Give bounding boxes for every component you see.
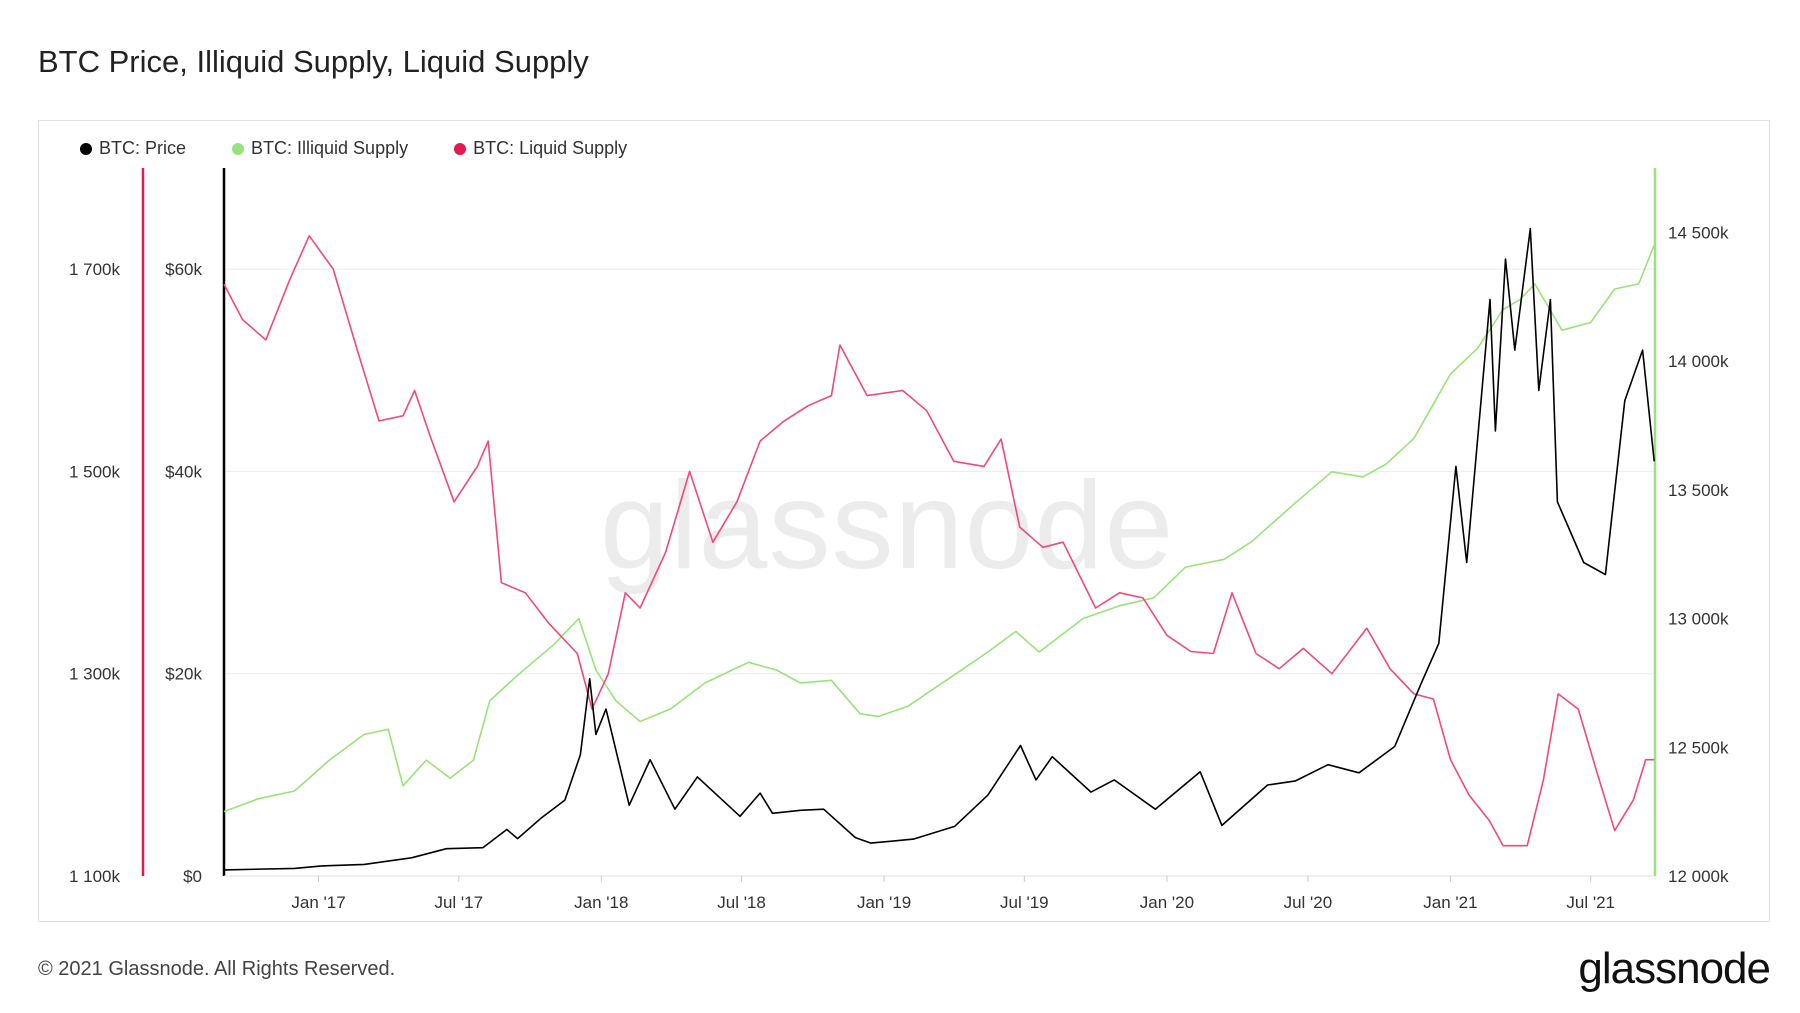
x-tick-label: Jan '18: [574, 893, 628, 912]
x-tick-label: Jan '17: [291, 893, 345, 912]
price-tick-label: $20k: [165, 665, 202, 684]
illiquid-tick-label: 14 000k: [1668, 352, 1729, 371]
liquid-tick-label: 1 100k: [69, 867, 121, 886]
illiquid-tick-label: 14 500k: [1668, 223, 1729, 242]
liquid-tick-label: 1 500k: [69, 462, 121, 481]
series-lines: [223, 227, 1655, 871]
liquid-tick-label: 1 300k: [69, 665, 121, 684]
x-tick-label: Jul '21: [1566, 893, 1615, 912]
legend-dot-illiquid: [232, 142, 245, 155]
legend-label-price: BTC: Price: [99, 138, 187, 158]
illiquid-tick-label: 13 000k: [1668, 610, 1729, 629]
illiquid-tick-label: 12 000k: [1668, 867, 1729, 886]
chart-frame: [38, 120, 1770, 922]
legend-dot-liquid: [454, 142, 467, 155]
legend-label-illiquid: BTC: Illiquid Supply: [251, 138, 409, 158]
price-tick-label: $60k: [165, 260, 202, 279]
x-tick-label: Jan '21: [1423, 893, 1477, 912]
axes: [141, 168, 1657, 877]
legend-label-liquid: BTC: Liquid Supply: [473, 138, 628, 158]
gridlines: [224, 268, 1655, 675]
copyright-text: © 2021 Glassnode. All Rights Reserved.: [38, 958, 396, 980]
price-line: [223, 227, 1655, 871]
legend-item-liquid[interactable]: BTC: Liquid Supply: [454, 138, 627, 159]
x-tick-label: Jul '19: [1000, 893, 1049, 912]
legend-item-illiquid[interactable]: BTC: Illiquid Supply: [232, 138, 408, 159]
tick-labels: 1 100k 1 300k 1 500k 1 700k $0 $20k $40k $60k 12…: [69, 223, 1729, 912]
glassnode-logo: glassnode: [1578, 944, 1771, 993]
illiquid-tick-label: 13 500k: [1668, 481, 1729, 500]
price-tick-label: $0: [183, 867, 202, 886]
x-tick-label: Jan '20: [1140, 893, 1194, 912]
x-tick-label: Jan '19: [857, 893, 911, 912]
x-tick-label: Jul '20: [1284, 893, 1333, 912]
liquid-tick-label: 1 700k: [69, 260, 121, 279]
x-tick-label: Jul '18: [717, 893, 766, 912]
x-tick-label: Jul '17: [434, 893, 483, 912]
illiquid-supply-line: [223, 244, 1655, 813]
liquid-supply-line: [223, 235, 1655, 847]
legend: BTC: Price BTC: Illiquid Supply BTC: Liq…: [80, 138, 627, 159]
legend-item-price[interactable]: BTC: Price: [80, 138, 186, 159]
chart-title: BTC Price, Illiquid Supply, Liquid Suppl…: [38, 44, 589, 79]
illiquid-tick-label: 12 500k: [1668, 738, 1729, 757]
price-tick-label: $40k: [165, 462, 202, 481]
legend-dot-price: [80, 142, 92, 155]
